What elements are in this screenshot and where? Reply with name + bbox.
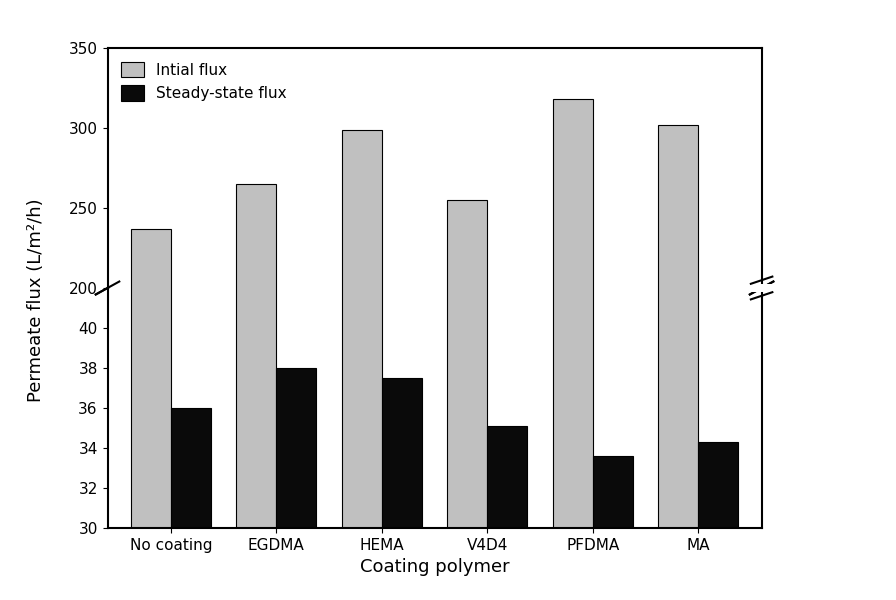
Bar xyxy=(698,442,738,600)
Bar xyxy=(593,456,633,600)
Bar xyxy=(553,0,593,600)
Bar xyxy=(341,130,382,600)
Bar xyxy=(749,284,774,292)
Bar xyxy=(237,184,276,600)
Bar xyxy=(553,99,593,600)
Bar xyxy=(698,553,738,600)
Bar xyxy=(171,550,211,600)
Bar xyxy=(341,0,382,600)
Legend: Intial flux, Steady-state flux: Intial flux, Steady-state flux xyxy=(116,56,293,107)
Bar xyxy=(447,0,487,600)
Bar xyxy=(237,0,276,600)
Bar xyxy=(487,426,528,600)
Bar xyxy=(659,0,698,600)
X-axis label: Coating polymer: Coating polymer xyxy=(360,558,509,576)
Text: Permeate flux (L/m²/h): Permeate flux (L/m²/h) xyxy=(27,198,45,402)
Bar xyxy=(131,229,171,600)
Bar xyxy=(171,408,211,600)
Bar xyxy=(276,547,316,600)
Bar xyxy=(382,378,422,600)
Bar xyxy=(276,368,316,600)
Bar xyxy=(593,554,633,600)
Bar xyxy=(131,0,171,600)
Bar xyxy=(447,200,487,600)
Bar xyxy=(659,125,698,600)
Bar xyxy=(487,552,528,600)
Bar xyxy=(382,548,422,600)
